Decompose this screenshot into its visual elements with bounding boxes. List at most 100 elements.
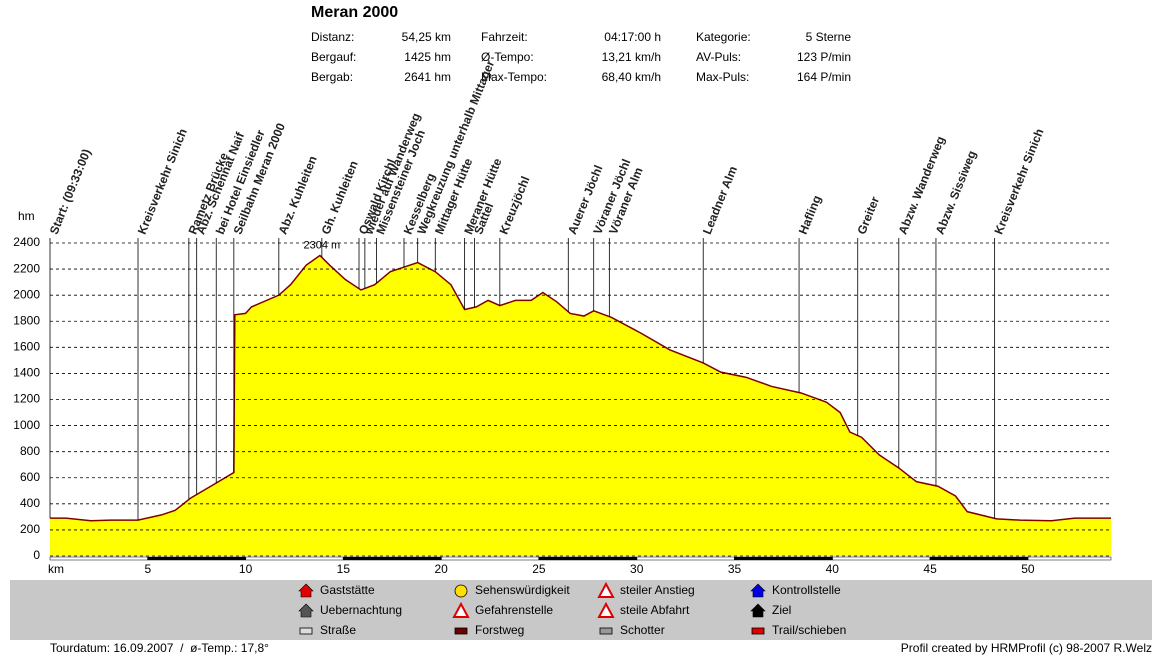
legend-label: Straße	[320, 623, 356, 637]
stat-value: 68,40 km/h	[602, 70, 661, 84]
y-tick-label: 1000	[13, 418, 40, 432]
waypoint-label: Abzw. Sissiweg	[933, 149, 979, 237]
stat-label: Kategorie:	[696, 30, 751, 44]
stat-label: Bergauf:	[311, 50, 356, 64]
x-axis-label: km	[48, 562, 64, 576]
legend-icon	[597, 601, 615, 618]
y-tick-label: 1400	[13, 366, 40, 380]
legend-icon	[750, 583, 766, 598]
x-axis-segment	[147, 557, 246, 560]
legend-label: steiler Anstieg	[620, 583, 695, 597]
stat-label: Max-Puls:	[696, 70, 749, 84]
stat-label: Bergab:	[311, 70, 353, 84]
y-tick-label: 400	[20, 496, 40, 510]
legend-label: Uebernachtung	[320, 603, 402, 617]
legend-item: Schotter	[599, 623, 665, 637]
x-tick-label: 15	[337, 562, 351, 576]
stat-value: 54,25 km	[402, 30, 451, 44]
waypoint-label: Start: (09:33:00)	[47, 147, 94, 236]
legend-item: Kontrollstelle	[750, 583, 841, 598]
legend-icon	[452, 601, 470, 618]
x-tick-label: 5	[144, 562, 151, 576]
x-axis-segment	[538, 557, 637, 560]
y-tick-label: 1600	[13, 340, 40, 354]
legend-item: Trail/schieben	[751, 623, 846, 637]
legend-swatch	[299, 627, 313, 635]
waypoint-label: Leadner Alm	[700, 164, 740, 236]
legend-item: Ziel	[750, 603, 791, 618]
x-tick-label: 35	[728, 562, 742, 576]
stat-value: 123 P/min	[797, 50, 851, 64]
area	[50, 255, 1111, 556]
legend-swatch	[454, 627, 468, 635]
x-axis-segment	[930, 557, 1028, 560]
legend-item: steiler Anstieg	[597, 581, 695, 598]
footer-right: Profil created by HRMProfil (c) 98-2007 …	[901, 641, 1152, 655]
waypoint-label: Kreisverkehr Sinich	[135, 127, 190, 237]
waypoint-label: Abz. Kuhleiten	[276, 154, 320, 237]
legend-icon	[750, 603, 766, 618]
stat-value: 164 P/min	[797, 70, 851, 84]
stat-value: 2641 hm	[404, 70, 451, 84]
legend-item: Forstweg	[454, 623, 524, 637]
legend-item: Straße	[299, 623, 356, 637]
y-tick-label: 600	[20, 470, 40, 484]
legend-label: Gaststätte	[320, 583, 375, 597]
legend-box	[10, 580, 1152, 640]
x-tick-label: 20	[434, 562, 448, 576]
legend-label: Sehenswürdigkeit	[475, 583, 570, 597]
legend-item: Gaststätte	[298, 583, 375, 598]
legend-item: Gefahrenstelle	[452, 601, 553, 618]
legend-item: steile Abfahrt	[597, 601, 690, 618]
legend-label: steile Abfahrt	[620, 603, 690, 617]
x-axis-segment	[734, 557, 833, 560]
legend-item: Uebernachtung	[298, 603, 402, 618]
y-tick-label: 0	[33, 548, 40, 562]
footer-left: Tourdatum: 16.09.2007 / ø-Temp.: 17,8°	[50, 641, 269, 655]
y-tick-label: 1200	[13, 392, 40, 406]
max-label: 2304 m	[304, 239, 341, 251]
waypoint-label: Gh. Kuhleiten	[319, 159, 361, 237]
y-tick-label: 2000	[13, 287, 40, 301]
waypoint-label: Kreisverkehr Sinich	[991, 127, 1046, 237]
stat-label: Max-Tempo:	[481, 70, 547, 84]
legend-icon	[597, 581, 615, 598]
x-tick-label: 30	[630, 562, 644, 576]
y-tick-label: 2200	[13, 261, 40, 275]
stat-value: 04:17:00 h	[604, 30, 661, 44]
x-tick-label: 10	[239, 562, 253, 576]
x-tick-label: 40	[826, 562, 840, 576]
y-tick-label: 2400	[13, 235, 40, 249]
legend-label: Trail/schieben	[772, 623, 846, 637]
waypoint-label: Hafling	[796, 193, 824, 236]
waypoint-label: Kreuzjöchl	[497, 174, 533, 236]
x-axis-segment	[343, 557, 442, 560]
profile-line	[50, 254, 1111, 522]
legend-label: Schotter	[620, 623, 665, 637]
x-tick-label: 25	[532, 562, 546, 576]
legend-label: Ziel	[772, 603, 791, 617]
y-tick-label: 800	[20, 444, 40, 458]
legend-label: Kontrollstelle	[772, 583, 841, 597]
stat-value: 1425 hm	[404, 50, 451, 64]
stat-value: 5 Sterne	[806, 30, 852, 44]
stat-label: Ø-Tempo:	[481, 50, 534, 64]
stat-value: 13,21 km/h	[602, 50, 661, 64]
stat-label: Distanz:	[311, 30, 354, 44]
y-tick-label: 1800	[13, 313, 40, 327]
stat-label: Fahrzeit:	[481, 30, 528, 44]
stat-label: AV-Puls:	[696, 50, 741, 64]
waypoint-label: Greiter	[854, 194, 882, 236]
legend-label: Gefahrenstelle	[475, 603, 553, 617]
legend-icon	[454, 584, 468, 598]
legend-icon	[298, 603, 314, 618]
y-tick-label: 200	[20, 522, 40, 536]
chart-title: Meran 2000	[311, 4, 398, 21]
legend-swatch	[751, 627, 765, 635]
legend-icon	[298, 583, 314, 598]
legend-item: Sehenswürdigkeit	[454, 583, 570, 598]
legend-label: Forstweg	[475, 623, 524, 637]
y-axis-label: hm	[18, 209, 35, 223]
x-tick-label: 45	[923, 562, 937, 576]
